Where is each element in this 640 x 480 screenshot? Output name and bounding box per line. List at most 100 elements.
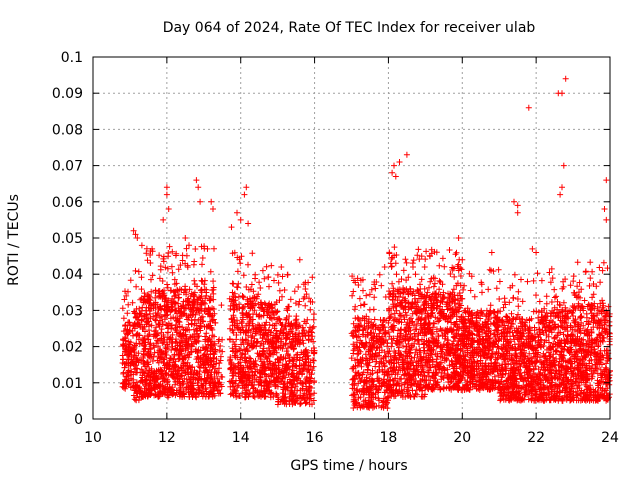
data-point <box>166 335 173 342</box>
data-point <box>198 356 205 363</box>
data-point <box>371 294 378 301</box>
data-point <box>310 311 317 318</box>
data-point <box>171 276 178 283</box>
data-point <box>188 370 194 377</box>
data-point <box>165 394 171 401</box>
data-point <box>127 322 134 329</box>
data-point <box>263 263 270 270</box>
data-point <box>181 393 188 400</box>
data-point <box>140 358 147 365</box>
data-point <box>156 252 163 259</box>
data-point <box>372 285 379 292</box>
data-point <box>164 360 170 367</box>
data-point <box>173 370 180 377</box>
data-point <box>199 255 206 261</box>
data-point <box>177 390 184 397</box>
data-point <box>176 367 183 374</box>
data-point <box>163 307 170 314</box>
data-point <box>412 326 419 333</box>
data-point <box>357 302 364 309</box>
data-point <box>195 307 202 314</box>
data-point <box>175 318 182 325</box>
data-point <box>124 330 131 337</box>
data-point <box>192 338 199 345</box>
data-point <box>152 386 159 393</box>
data-point <box>189 364 196 370</box>
data-point <box>191 277 198 284</box>
data-point <box>182 287 189 294</box>
data-point <box>248 281 255 288</box>
data-point <box>125 301 132 308</box>
data-point <box>138 317 145 324</box>
data-point <box>131 342 138 349</box>
data-point <box>180 337 186 344</box>
data-point <box>214 375 221 382</box>
data-point <box>120 328 127 335</box>
data-point <box>283 335 290 342</box>
data-point <box>206 380 213 387</box>
data-point <box>191 320 198 327</box>
data-point <box>409 260 416 267</box>
data-point <box>402 256 409 263</box>
data-point <box>179 331 186 338</box>
data-point <box>188 383 195 390</box>
data-point <box>184 264 191 271</box>
data-point <box>183 335 190 342</box>
data-point <box>515 288 522 295</box>
data-point <box>310 316 317 323</box>
data-point <box>142 382 149 389</box>
data-point <box>168 263 175 270</box>
data-point <box>149 358 156 364</box>
data-point <box>157 293 164 300</box>
data-point <box>249 250 256 257</box>
data-point <box>122 378 129 385</box>
data-point <box>161 287 167 294</box>
data-point <box>452 251 459 258</box>
data-point <box>510 295 517 302</box>
data-point <box>131 361 138 368</box>
data-point <box>169 269 176 276</box>
data-point <box>155 337 162 344</box>
data-point <box>210 316 217 323</box>
data-point <box>172 378 179 385</box>
data-point <box>197 364 204 371</box>
data-point <box>196 363 203 370</box>
data-point <box>211 245 217 252</box>
data-point <box>291 288 298 295</box>
data-point <box>156 275 163 282</box>
data-point <box>219 336 226 343</box>
data-point <box>155 391 162 398</box>
data-point <box>446 247 453 253</box>
data-point <box>126 319 133 326</box>
data-point <box>132 321 139 328</box>
data-point <box>189 390 195 397</box>
data-point <box>192 300 198 307</box>
data-point <box>143 304 150 311</box>
data-point <box>415 246 422 253</box>
data-points <box>119 75 613 412</box>
data-point <box>193 370 200 376</box>
data-point <box>132 309 139 316</box>
data-point <box>190 326 197 333</box>
data-point <box>127 339 134 346</box>
data-point <box>120 342 127 349</box>
data-point <box>188 321 195 328</box>
data-point <box>471 293 478 300</box>
data-point <box>398 326 405 333</box>
data-point <box>496 296 503 302</box>
data-point <box>140 296 147 303</box>
data-point <box>135 268 142 275</box>
data-point <box>257 285 264 291</box>
data-point <box>202 300 209 307</box>
data-point <box>149 387 155 394</box>
data-point <box>182 327 189 334</box>
data-point <box>215 379 222 386</box>
data-point <box>487 302 494 309</box>
data-point <box>173 280 180 287</box>
data-point <box>183 376 190 383</box>
data-point <box>196 389 203 396</box>
data-point <box>421 285 428 292</box>
data-point <box>134 365 141 372</box>
data-point <box>145 367 152 374</box>
data-point <box>153 317 159 324</box>
